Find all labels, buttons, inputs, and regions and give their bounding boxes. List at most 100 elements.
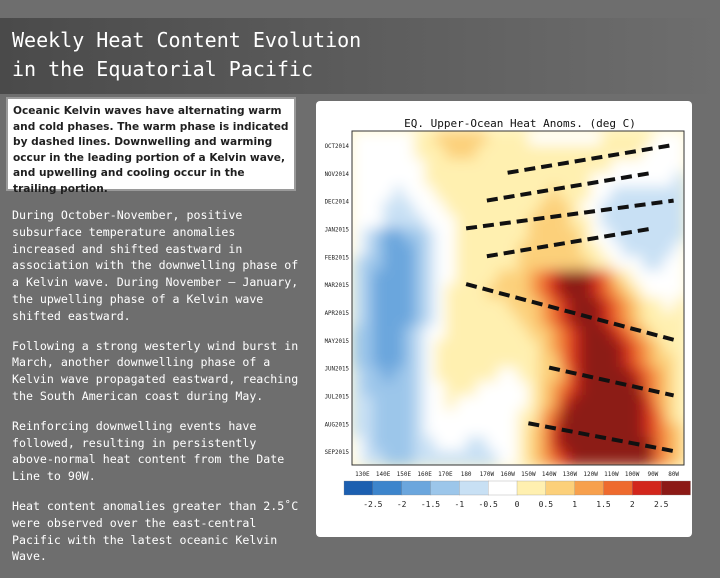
anomaly-cell <box>476 437 488 453</box>
anomaly-cell <box>466 409 478 425</box>
anomaly-cell <box>621 409 634 425</box>
y-tick-label: NOV2014 <box>325 172 350 178</box>
anomaly-cell <box>445 437 457 453</box>
anomaly-cell <box>580 423 592 439</box>
anomaly-cell <box>590 409 602 425</box>
anomaly-cell <box>352 200 364 216</box>
anomaly-cell <box>393 395 405 411</box>
colorbar-swatch <box>661 480 691 496</box>
anomaly-cell <box>393 284 405 299</box>
anomaly-cell <box>497 131 509 146</box>
anomaly-cell <box>497 158 509 174</box>
anomaly-cell <box>549 353 561 369</box>
chart-title: EQ. Upper-Ocean Heat Anoms. (deg C) <box>404 117 636 130</box>
anomaly-cell <box>549 228 561 244</box>
anomaly-cell <box>518 298 530 313</box>
anomaly-cell <box>372 144 385 160</box>
anomaly-cell <box>445 172 457 188</box>
anomaly-cell <box>476 228 488 244</box>
kelvin-dashed-line-2 <box>486 170 654 203</box>
anomaly-cell <box>497 186 509 202</box>
anomaly-cell <box>403 172 416 188</box>
anomaly-cell <box>414 353 426 369</box>
anomaly-cell <box>559 409 571 425</box>
anomaly-cell <box>663 228 675 244</box>
anomaly-cell <box>652 353 665 369</box>
anomaly-cell <box>601 298 613 313</box>
anomaly-cell <box>455 325 468 341</box>
anomaly-cell <box>538 131 551 146</box>
anomaly-cell <box>372 186 385 202</box>
anomaly-cell <box>642 172 654 188</box>
anomaly-cell <box>538 242 551 258</box>
anomaly-cell <box>632 270 644 286</box>
anomaly-cell <box>414 186 426 202</box>
anomaly-cell <box>507 381 519 397</box>
anomaly-cell <box>528 367 540 383</box>
anomaly-cell <box>663 186 675 202</box>
anomaly-cell <box>673 158 684 174</box>
anomaly-cell <box>476 298 488 313</box>
x-tick-label: 140E <box>376 471 391 478</box>
anomaly-cell <box>601 409 613 425</box>
anomaly-cell <box>601 158 613 174</box>
anomaly-cell <box>611 270 623 286</box>
colorbar-tick-label: 0 <box>515 500 520 509</box>
anomaly-cell <box>362 242 374 258</box>
anomaly-cell <box>362 284 374 299</box>
anomaly-cell <box>569 423 582 439</box>
kelvin-wave-callout: Oceanic Kelvin waves have alternating wa… <box>6 97 296 195</box>
anomaly-cell <box>383 284 395 299</box>
anomaly-cell <box>486 172 499 188</box>
anomaly-cell <box>476 409 488 425</box>
anomaly-cell <box>652 256 665 272</box>
anomaly-cell <box>435 144 447 160</box>
anomaly-cell <box>403 381 416 397</box>
anomaly-cell <box>507 284 519 299</box>
anomaly-cell <box>528 256 540 272</box>
anomaly-cell <box>352 158 364 174</box>
anomaly-cell <box>528 451 540 465</box>
anomaly-cell <box>383 186 395 202</box>
anomaly-cell <box>403 284 416 299</box>
anomaly-cell <box>518 451 530 465</box>
anomaly-cell <box>611 339 623 355</box>
anomaly-cell <box>486 144 499 160</box>
anomaly-cell <box>445 409 457 425</box>
colorbar-swatch <box>401 480 432 496</box>
anomaly-cell <box>403 144 416 160</box>
anomaly-cell <box>393 228 405 244</box>
anomaly-cell <box>518 158 530 174</box>
anomaly-cell <box>580 200 592 216</box>
anomaly-cell <box>590 395 602 411</box>
anomaly-cell <box>538 214 551 230</box>
anomaly-cell <box>621 186 634 202</box>
anomaly-cell <box>455 131 468 146</box>
anomaly-cell <box>528 200 540 216</box>
anomaly-cell <box>549 144 561 160</box>
anomaly-cell <box>507 228 519 244</box>
anomaly-cell <box>518 367 530 383</box>
anomaly-cell <box>663 200 675 216</box>
anomaly-cell <box>424 353 436 369</box>
anomaly-cell <box>569 256 582 272</box>
anomaly-cell <box>559 437 571 453</box>
anomaly-cell <box>642 339 654 355</box>
anomaly-cell <box>673 144 684 160</box>
anomaly-cell <box>652 214 665 230</box>
anomaly-cell <box>383 242 395 258</box>
anomaly-cell <box>538 437 551 453</box>
anomaly-cell <box>455 311 468 327</box>
anomaly-cell <box>466 228 478 244</box>
anomaly-cell <box>652 144 665 160</box>
anomaly-cell <box>424 284 436 299</box>
anomaly-cell <box>414 158 426 174</box>
anomaly-cell <box>383 409 395 425</box>
kelvin-dashed-line-7 <box>527 421 675 454</box>
anomaly-cell <box>528 437 540 453</box>
anomaly-cell <box>403 158 416 174</box>
anomaly-cell <box>611 381 623 397</box>
anomaly-cell <box>569 200 582 216</box>
anomaly-cell <box>632 325 644 341</box>
y-tick-label: MAY2015 <box>325 339 350 345</box>
